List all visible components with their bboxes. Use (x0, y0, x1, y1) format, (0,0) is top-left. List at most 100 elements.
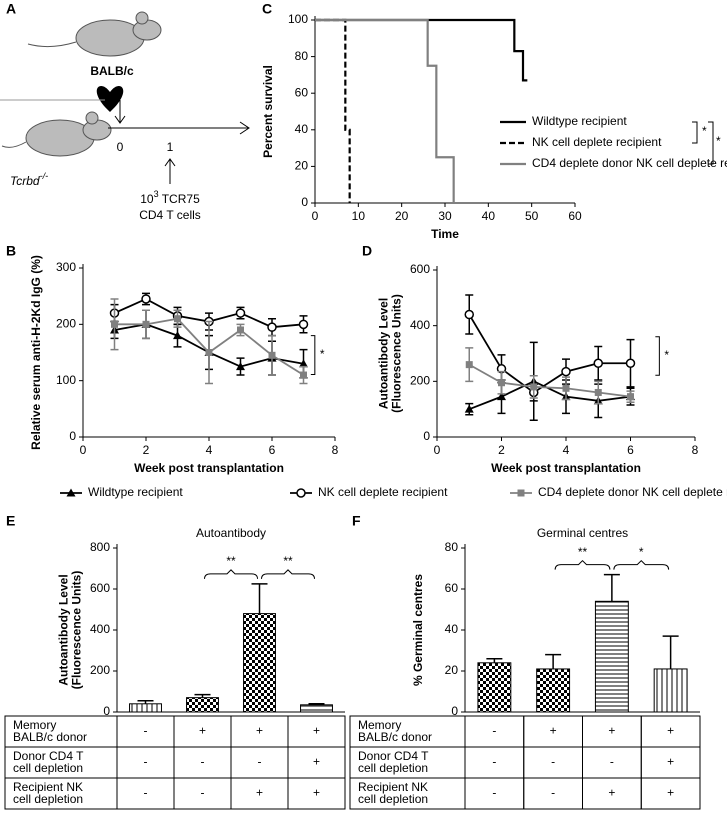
table-cell-text: + (256, 786, 263, 800)
x-tick-label: 0 (312, 209, 319, 223)
panel-letter: E (6, 513, 15, 529)
legend-label: NK cell deplete recipient (318, 485, 448, 499)
y-tick-label: 300 (56, 260, 76, 274)
timeline-head (239, 121, 250, 135)
table-cell-text: + (667, 724, 674, 738)
y-tick-label: 80 (445, 540, 459, 554)
table-cell-text: - (258, 755, 262, 769)
panel-letter: A (6, 1, 16, 17)
data-point (236, 362, 245, 371)
panel-a: A BALB/c Tcrbd-/- 0 1 103 TCR75 CD4 T ce… (0, 1, 250, 222)
y-tick-label: 0 (69, 429, 76, 443)
donor-mouse (27, 11, 162, 57)
data-point (205, 349, 213, 356)
data-point (464, 309, 474, 320)
y-axis-label: Percent survival (261, 65, 275, 158)
heart-icon (96, 85, 124, 112)
significance-bracket (310, 335, 316, 375)
bar (477, 662, 512, 713)
y-tick-label: 600 (90, 581, 110, 595)
arrow-head (164, 158, 176, 167)
survival-line (315, 18, 455, 203)
y-tick-label: 40 (295, 122, 309, 136)
significance-label: ** (283, 554, 293, 568)
legend-marker (296, 488, 306, 498)
table-row-label: Recipient NK (358, 780, 428, 794)
y-axis-label: Relative serum anti-H-2Kd IgG (%) (29, 255, 43, 450)
legend-marker (66, 488, 76, 497)
y-axis-label: (Fluorescence Units) (70, 571, 84, 690)
legend-marker (517, 489, 525, 497)
table-cell-text: + (313, 755, 320, 769)
timepoint: 1 (167, 140, 174, 154)
y-tick-label: 60 (295, 85, 309, 99)
timepoint: 0 (117, 140, 124, 154)
error-bar (486, 657, 503, 663)
legend-label: NK cell deplete recipient (532, 135, 662, 149)
cells-rest: TCR75 (159, 192, 200, 206)
data-point (530, 383, 538, 391)
data-point (235, 308, 246, 318)
legend-label: CD4 deplete donor NK cell deplete recipi… (538, 485, 727, 499)
table-cell-text: - (610, 755, 614, 769)
data-point (497, 392, 506, 401)
y-tick-label: 40 (445, 622, 459, 636)
table-cell-text: + (667, 786, 674, 800)
significance-label: ** (578, 545, 588, 559)
x-tick-label: 60 (568, 209, 582, 223)
x-axis-label: Time (431, 227, 459, 241)
donor-label: BALB/c (90, 64, 134, 78)
recipient-name: Tcrbd (10, 174, 40, 188)
table-row-label: cell depletion (13, 761, 83, 775)
y-tick-label: 80 (295, 49, 309, 63)
data-point (464, 404, 474, 413)
y-tick-label: 600 (410, 262, 430, 276)
table-row-label: Memory (13, 718, 56, 732)
table-cell-text: - (144, 755, 148, 769)
data-point (268, 351, 276, 359)
error-bar (603, 573, 620, 602)
x-tick-label: 10 (352, 209, 366, 223)
table-cell-text: + (256, 724, 263, 738)
x-tick-label: 40 (482, 209, 496, 223)
chart-title: Autoantibody (196, 526, 266, 540)
x-tick-label: 8 (692, 443, 699, 457)
recipient-sup: -/- (40, 171, 49, 181)
table-row-label: BALB/c donor (358, 730, 432, 744)
significance-bracket (692, 121, 698, 144)
table-cell-text: - (492, 724, 496, 738)
x-tick-label: 6 (627, 443, 634, 457)
y-tick-label: 0 (103, 704, 110, 718)
significance-label: * (702, 124, 707, 138)
bar (129, 703, 162, 713)
bar (536, 668, 571, 713)
arrow-head (114, 115, 126, 124)
bar (243, 613, 276, 713)
x-tick-label: 8 (332, 443, 339, 457)
error-bar (308, 703, 325, 705)
panel-letter: D (362, 243, 372, 259)
y-tick-label: 0 (451, 704, 458, 718)
panel-letter: C (262, 1, 272, 17)
y-tick-label: 60 (445, 581, 459, 595)
table-row-label: cell depletion (358, 792, 428, 806)
panel-letter: B (6, 243, 16, 259)
significance-label: * (664, 348, 669, 362)
y-axis-label: (Fluorescence Units) (390, 294, 404, 413)
recipient-label: Tcrbd-/- (10, 171, 48, 188)
significance-label: * (320, 347, 325, 361)
data-point (298, 319, 309, 330)
data-point (627, 393, 634, 401)
series-line (468, 314, 631, 394)
data-point (562, 384, 570, 392)
cells-sup: 3 (154, 189, 159, 199)
data-point (593, 358, 603, 368)
x-tick-label: 20 (395, 209, 409, 223)
y-tick-label: 100 (56, 373, 76, 387)
x-tick-label: 0 (80, 443, 87, 457)
data-point (625, 358, 636, 368)
table-cell-text: + (550, 724, 557, 738)
error-bar (137, 699, 154, 704)
y-tick-label: 800 (90, 540, 110, 554)
y-axis-label: % Germinal centres (411, 574, 425, 686)
